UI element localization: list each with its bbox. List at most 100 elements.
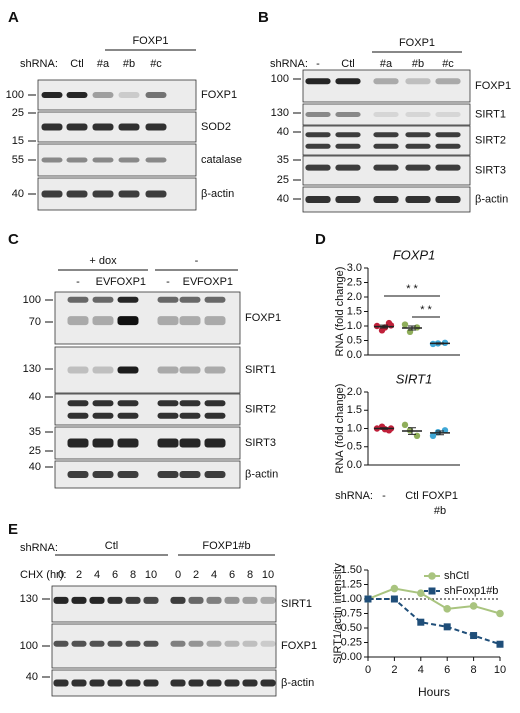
- y-tick-label: 1.50: [341, 564, 362, 576]
- shrna-label: shRNA:: [20, 542, 58, 554]
- y-tick-label: 1.0: [347, 320, 362, 332]
- blot-band: [204, 438, 226, 448]
- blot-image: [37, 143, 197, 177]
- blot-band: [89, 640, 105, 647]
- blot-band: [92, 412, 114, 419]
- lane-label: FOXP1: [110, 276, 146, 288]
- blot-band: [41, 123, 63, 131]
- y-tick-label: 0.25: [341, 636, 362, 648]
- blot-band: [188, 640, 204, 647]
- blot-band: [170, 679, 186, 687]
- blot-band: [373, 164, 399, 171]
- blot-image: [51, 623, 277, 669]
- data-point: [401, 421, 409, 429]
- blot-band: [125, 596, 141, 604]
- blot-band: [157, 296, 179, 303]
- blot-label: FOXP1: [475, 80, 511, 92]
- blot-band: [157, 400, 179, 407]
- blot-band: [67, 316, 89, 326]
- data-point: [413, 432, 421, 439]
- mw-marker: 130: [23, 363, 41, 375]
- lane-label: #b: [412, 58, 424, 70]
- blot-label: SOD2: [201, 121, 231, 133]
- blot-band: [260, 679, 276, 687]
- blot-band: [66, 92, 88, 98]
- lane-label: 4: [211, 569, 217, 581]
- mw-marker: 40: [277, 126, 289, 138]
- blot-band: [71, 640, 87, 647]
- blot-band: [204, 316, 226, 326]
- lane-label: 10: [262, 569, 274, 581]
- blot-band: [179, 296, 201, 303]
- data-point: [401, 321, 409, 328]
- blot-band: [405, 132, 431, 138]
- blot-band: [92, 296, 114, 303]
- lane-label: FOXP1: [197, 276, 233, 288]
- lane-label: 4: [94, 569, 100, 581]
- x-tick-label: 4: [418, 664, 424, 676]
- mw-marker: 25: [277, 174, 289, 186]
- blot-band: [117, 412, 139, 419]
- x-tick-label: 2: [391, 664, 397, 676]
- blot-label: catalase: [201, 154, 242, 166]
- blot-image: [302, 69, 471, 103]
- blot-band: [67, 400, 89, 407]
- blot-band: [435, 164, 461, 171]
- data-point: [429, 432, 437, 439]
- mw-marker: 15: [12, 135, 24, 147]
- blot-band: [224, 640, 240, 647]
- y-tick-label: 0.5: [347, 334, 362, 346]
- data-point: [390, 584, 399, 593]
- x-tick-label: -: [382, 490, 386, 502]
- x-tick-label: 6: [444, 664, 450, 676]
- group-label: + dox: [89, 255, 117, 267]
- blot-band: [107, 679, 123, 687]
- blot-band: [405, 112, 431, 117]
- blot-band: [66, 157, 88, 163]
- blot-band: [92, 316, 114, 326]
- blot-label: FOXP1: [245, 312, 281, 324]
- mw-marker: 100: [6, 89, 24, 101]
- y-axis-label: RNA (fold change): [334, 267, 346, 357]
- error-bar: [436, 342, 444, 345]
- blot-band: [405, 78, 431, 85]
- legend-marker: [428, 572, 436, 580]
- blot-band: [179, 316, 201, 326]
- y-axis-label: SIRT1/actin intensity: [332, 563, 344, 664]
- mw-marker: 35: [277, 154, 289, 166]
- blot-band: [305, 78, 331, 85]
- blot-band: [107, 640, 123, 647]
- blot-band: [143, 679, 159, 687]
- lane-label: 2: [76, 569, 82, 581]
- blot-band: [53, 640, 69, 647]
- blot-band: [435, 78, 461, 85]
- blot-band: [67, 296, 89, 303]
- blot-band: [204, 471, 226, 478]
- data-point: [364, 595, 372, 603]
- blot-band: [179, 438, 201, 448]
- mw-marker: 25: [12, 107, 24, 119]
- blot-band: [118, 123, 140, 131]
- blot-band: [117, 316, 139, 326]
- blot-label: FOXP1: [281, 640, 317, 652]
- data-point: [469, 602, 478, 610]
- blot-band: [204, 412, 226, 419]
- blot-label: SIRT2: [245, 403, 276, 415]
- y-tick-label: 1.5: [347, 404, 362, 416]
- blot-band: [92, 92, 114, 98]
- blot-label: SIRT1: [281, 598, 312, 610]
- lane-label: #a: [380, 58, 393, 70]
- blot-band: [145, 92, 167, 98]
- blot-band: [188, 596, 204, 604]
- blot-band: [405, 196, 431, 203]
- blot-label: SIRT3: [245, 437, 276, 449]
- error-bar: [436, 430, 444, 436]
- blot-band: [92, 438, 114, 448]
- blot-band: [373, 196, 399, 203]
- blot-band: [41, 157, 63, 163]
- blot-band: [41, 92, 63, 98]
- blot-band: [305, 112, 331, 117]
- blot-band: [41, 190, 63, 198]
- data-point: [443, 623, 451, 631]
